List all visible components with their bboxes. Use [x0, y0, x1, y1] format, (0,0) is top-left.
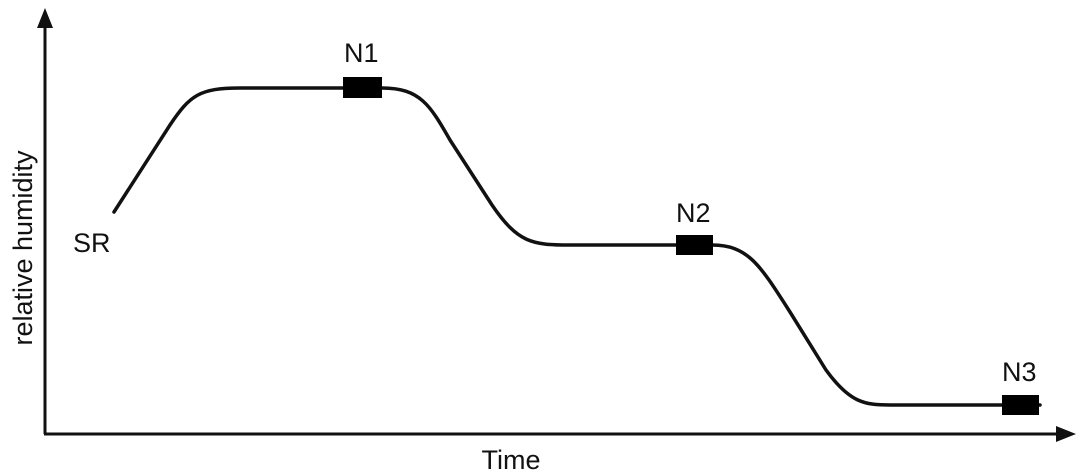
x-axis-label: Time — [482, 445, 541, 473]
stage-label-n2: N2 — [676, 198, 711, 228]
stage-marker-n3 — [1002, 395, 1039, 415]
stage-label-n3: N3 — [1002, 357, 1037, 387]
humidity-curve — [112, 86, 1042, 407]
start-label: SR — [73, 228, 111, 258]
y-axis-label: relative humidity — [8, 150, 38, 346]
stage-label-n1: N1 — [344, 38, 379, 68]
y-axis-arrow-icon — [37, 8, 53, 28]
stage-marker-n1 — [343, 77, 382, 98]
x-axis-arrow-icon — [1056, 426, 1076, 442]
stage-marker-n2 — [676, 235, 713, 255]
